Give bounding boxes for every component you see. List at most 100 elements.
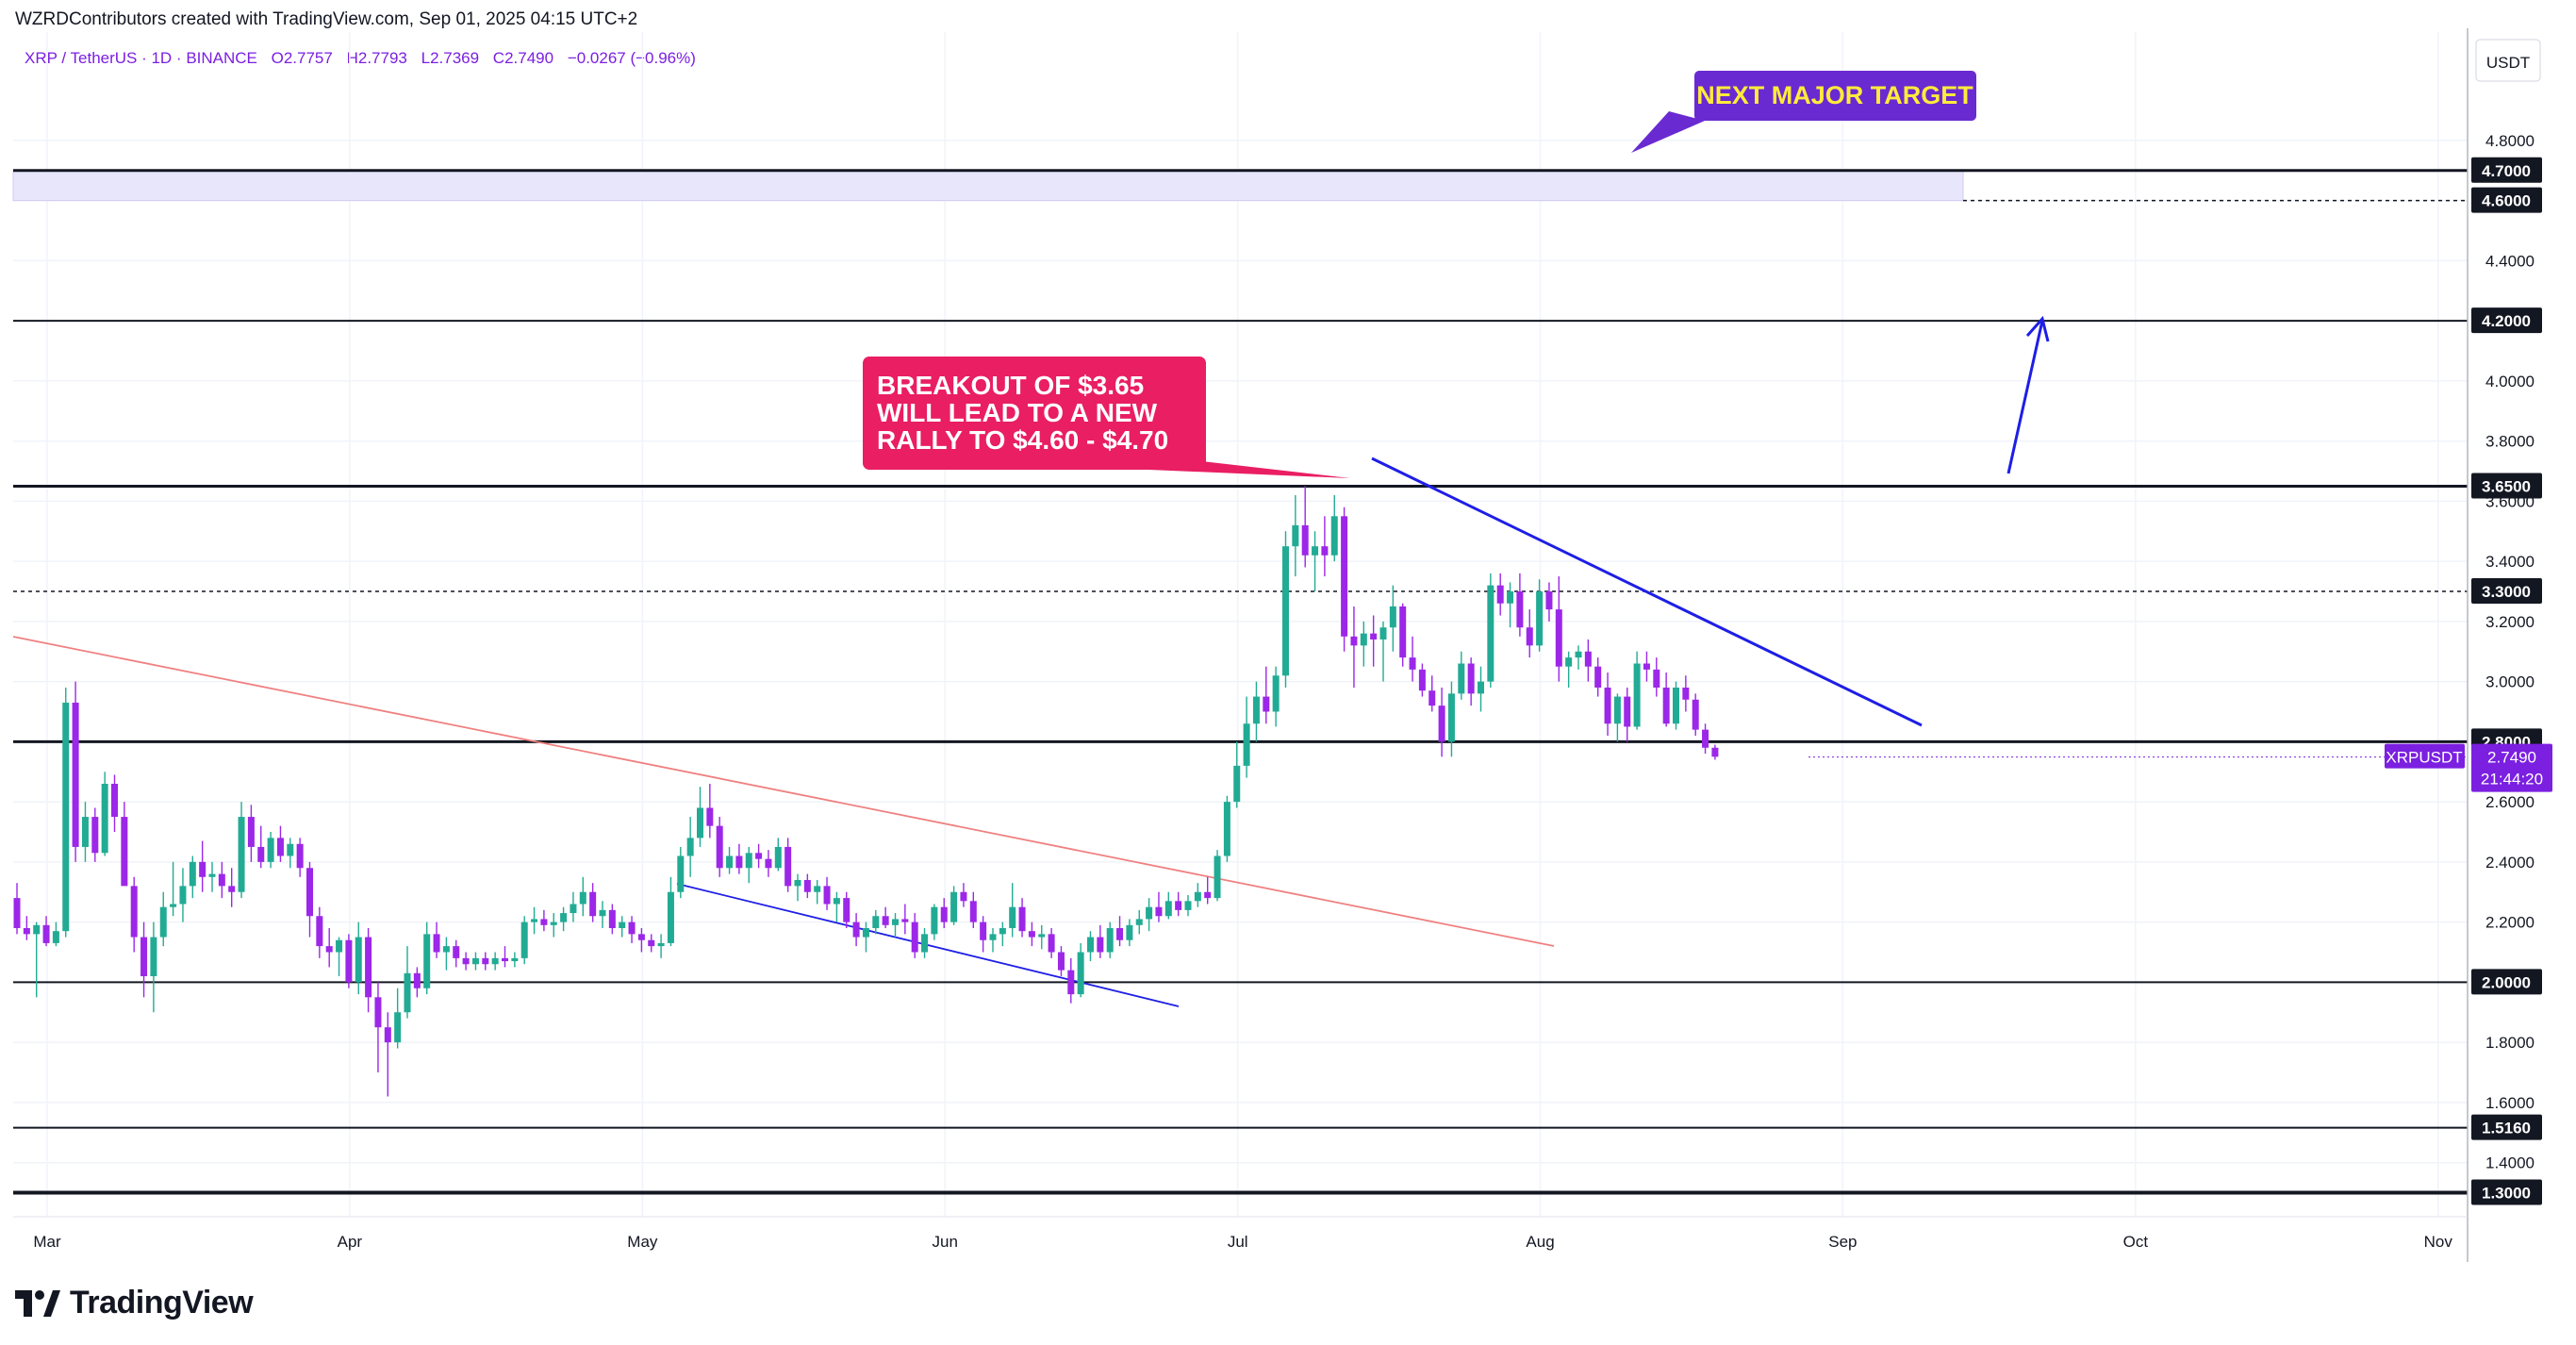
- candle-body[interactable]: [101, 784, 108, 854]
- candle-body[interactable]: [52, 931, 59, 943]
- candle-body[interactable]: [550, 922, 557, 925]
- candle-body[interactable]: [1301, 524, 1309, 556]
- candle-body[interactable]: [482, 957, 489, 965]
- candle-body[interactable]: [1116, 928, 1124, 940]
- candle-body[interactable]: [336, 939, 343, 953]
- candle-body[interactable]: [774, 846, 782, 869]
- candle-body[interactable]: [950, 891, 958, 922]
- level-price-tag[interactable]: [2471, 578, 2542, 604]
- candle-body[interactable]: [491, 957, 499, 965]
- candle-body[interactable]: [726, 855, 734, 869]
- candle-body[interactable]: [1565, 657, 1573, 667]
- candle-body[interactable]: [989, 934, 997, 940]
- candle-body[interactable]: [1077, 952, 1084, 995]
- candle-body[interactable]: [911, 922, 918, 953]
- candle-body[interactable]: [1252, 696, 1260, 724]
- candle-body[interactable]: [794, 880, 801, 887]
- candle-body[interactable]: [91, 817, 99, 854]
- candle-body[interactable]: [862, 928, 869, 938]
- candle-body[interactable]: [1243, 723, 1250, 766]
- candle-body[interactable]: [1624, 696, 1631, 727]
- candle-body[interactable]: [462, 957, 470, 965]
- candle-body[interactable]: [130, 886, 138, 938]
- candle-body[interactable]: [1711, 747, 1719, 757]
- candle-body[interactable]: [1018, 906, 1026, 932]
- candle-body[interactable]: [345, 939, 353, 983]
- candle-body[interactable]: [267, 838, 274, 862]
- candle-body[interactable]: [413, 972, 421, 988]
- candle-body[interactable]: [1613, 696, 1621, 724]
- candle-body[interactable]: [803, 880, 811, 892]
- candle-body[interactable]: [276, 838, 284, 856]
- candle-body[interactable]: [1194, 891, 1201, 902]
- candle-body[interactable]: [1399, 606, 1407, 658]
- candle-body[interactable]: [1330, 516, 1338, 556]
- candle-body[interactable]: [1633, 663, 1641, 727]
- candle-body[interactable]: [765, 858, 772, 869]
- level-price-tag[interactable]: [2471, 1114, 2542, 1140]
- candle-body[interactable]: [1341, 516, 1348, 637]
- candle-body[interactable]: [1653, 669, 1660, 688]
- candle-body[interactable]: [589, 891, 597, 917]
- candle-body[interactable]: [1487, 585, 1494, 682]
- candle-body[interactable]: [697, 807, 703, 839]
- ticker-tag[interactable]: [2385, 743, 2465, 769]
- candle-body[interactable]: [170, 904, 177, 907]
- candle-body[interactable]: [1379, 627, 1387, 639]
- candle-body[interactable]: [843, 898, 850, 922]
- candle-body[interactable]: [1409, 657, 1416, 670]
- candle-body[interactable]: [1175, 901, 1182, 910]
- candle-body[interactable]: [940, 906, 948, 922]
- candle-body[interactable]: [33, 924, 41, 935]
- candle-body[interactable]: [150, 937, 157, 976]
- candle-body[interactable]: [1594, 666, 1602, 688]
- candle-body[interactable]: [121, 817, 128, 887]
- axes[interactable]: Mar Apr May Jun Jul Aug Sep Oct Nov USDT 1.4000 1.6…: [13, 28, 2552, 1262]
- candle-body[interactable]: [1428, 690, 1436, 706]
- candle-body[interactable]: [648, 939, 655, 947]
- candle-body[interactable]: [1516, 591, 1524, 628]
- candle-body[interactable]: [1467, 663, 1475, 694]
- candle-body[interactable]: [1604, 688, 1611, 724]
- candle-body[interactable]: [969, 901, 977, 922]
- candle-body[interactable]: [1184, 901, 1192, 910]
- candle-body[interactable]: [140, 937, 148, 976]
- candle-body[interactable]: [999, 928, 1006, 935]
- candle-body[interactable]: [852, 922, 860, 938]
- candle-body[interactable]: [1048, 934, 1055, 953]
- candle-body[interactable]: [1233, 765, 1241, 803]
- candle-body[interactable]: [238, 817, 245, 892]
- candle-body[interactable]: [531, 919, 538, 922]
- candle-body[interactable]: [179, 886, 187, 905]
- candle-body[interactable]: [628, 922, 636, 935]
- candle-body[interactable]: [365, 937, 372, 998]
- candle-body[interactable]: [1418, 669, 1426, 691]
- candle-body[interactable]: [716, 825, 723, 869]
- candle-body[interactable]: [1662, 688, 1670, 724]
- candle-body[interactable]: [1214, 855, 1221, 899]
- candle-body[interactable]: [72, 702, 79, 847]
- red-downtrend-line[interactable]: [12, 636, 1555, 947]
- candle-body[interactable]: [1555, 609, 1562, 667]
- candle-body[interactable]: [423, 934, 431, 988]
- candle-body[interactable]: [1575, 651, 1582, 658]
- candle-body[interactable]: [306, 868, 313, 917]
- candle-body[interactable]: [471, 957, 479, 965]
- candle-body[interactable]: [111, 784, 118, 818]
- candle-body[interactable]: [814, 886, 821, 892]
- candle-body[interactable]: [287, 843, 294, 856]
- candle-body[interactable]: [1164, 901, 1172, 917]
- candle-body[interactable]: [13, 898, 21, 928]
- candle-body[interactable]: [511, 957, 519, 962]
- candles[interactable]: [13, 486, 1719, 1097]
- candle-body[interactable]: [62, 702, 70, 932]
- candle-body[interactable]: [657, 942, 665, 947]
- candle-body[interactable]: [1692, 699, 1699, 730]
- candle-body[interactable]: [1282, 546, 1289, 676]
- candle-body[interactable]: [1526, 627, 1533, 646]
- blue-resistance-trendline[interactable]: [1371, 457, 1923, 727]
- candle-body[interactable]: [1496, 585, 1504, 604]
- candle-body[interactable]: [1263, 696, 1270, 712]
- candle-body[interactable]: [374, 997, 382, 1028]
- candle-body[interactable]: [1146, 906, 1153, 920]
